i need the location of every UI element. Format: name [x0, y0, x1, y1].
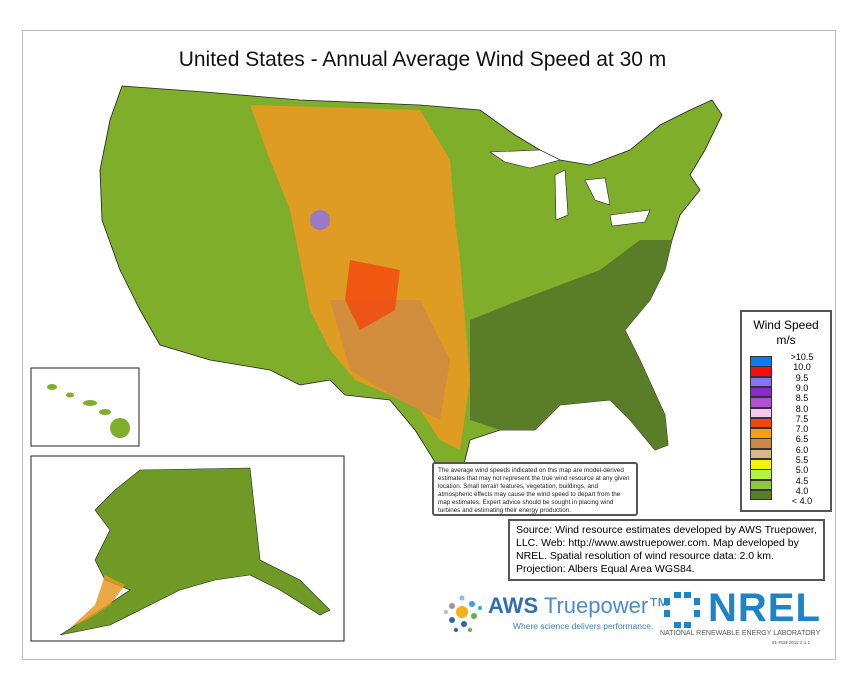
legend-swatch	[750, 407, 772, 418]
legend-label: 7.5	[795, 413, 809, 424]
legend-label: 7.0	[795, 424, 809, 435]
nrel-logo: NREL NATIONAL RENEWABLE ENERGY LABORATOR…	[660, 588, 820, 645]
legend-swatch	[750, 417, 772, 429]
source-box: Source: Wind resource estimates develope…	[508, 519, 825, 581]
legend-label: 5.5	[795, 455, 809, 465]
legend-label: 5.0	[795, 465, 809, 476]
alaska-coastal-wind	[70, 575, 125, 628]
hawaii-islands	[47, 384, 130, 438]
high-wind-region	[345, 260, 400, 330]
aws-truepower-logo: AWS Truepower™ Where science delivers pe…	[440, 590, 670, 641]
aws-tagline: Where science delivers performance.	[513, 621, 654, 631]
legend-swatch	[750, 356, 772, 367]
legend-label: 4.5	[795, 475, 809, 486]
legend-swatch	[750, 397, 772, 408]
legend-label: 9.0	[795, 382, 809, 393]
nrel-sun-icon	[664, 592, 700, 628]
legend-swatch	[750, 366, 772, 377]
legend-swatch	[750, 479, 772, 491]
legend-swatch	[750, 386, 772, 398]
legend-unit: m/s	[776, 333, 796, 347]
legend-label: 6.5	[795, 434, 809, 445]
wyoming-peak-area	[310, 210, 330, 230]
southeast-region	[470, 240, 672, 450]
nrel-wordmark: NREL	[708, 586, 821, 630]
legend-swatch	[750, 459, 772, 470]
legend-title: Wind Speed	[753, 318, 819, 332]
nrel-full-name: NATIONAL RENEWABLE ENERGY LABORATORY	[660, 630, 821, 637]
legend-label: >10.5	[790, 352, 814, 362]
legend-label: 10.0	[793, 362, 811, 373]
legend-label: 8.5	[795, 393, 809, 404]
legend-swatch	[750, 376, 772, 388]
legend-swatch	[750, 438, 772, 449]
legend-label: 6.0	[795, 444, 809, 455]
aws-dots-icon	[444, 595, 482, 632]
legend-label: 4.0	[795, 485, 809, 496]
map-date-code: 21-FEB-2012 2.1.1	[772, 640, 811, 645]
legend-label: < 4.0	[791, 496, 813, 507]
map-frame	[22, 30, 836, 660]
legend-swatch	[750, 448, 772, 460]
aws-wordmark: AWS Truepower™	[488, 593, 671, 618]
legend: Wind Speed m/s >10.5 10.0 9.5 9.0 8.5 8.0 7.5 7…	[740, 310, 832, 512]
disclaimer-box: The average wind speeds indicated on thi…	[432, 462, 638, 516]
alaska	[59, 467, 331, 636]
legend-swatch	[750, 489, 772, 501]
legend-label: 8.0	[795, 403, 809, 414]
legend-swatch	[750, 469, 772, 480]
great-lakes	[489, 149, 651, 227]
legend-swatch	[750, 428, 772, 439]
map-title: United States - Annual Average Wind Spee…	[178, 48, 667, 71]
legend-label: 9.5	[795, 372, 809, 383]
